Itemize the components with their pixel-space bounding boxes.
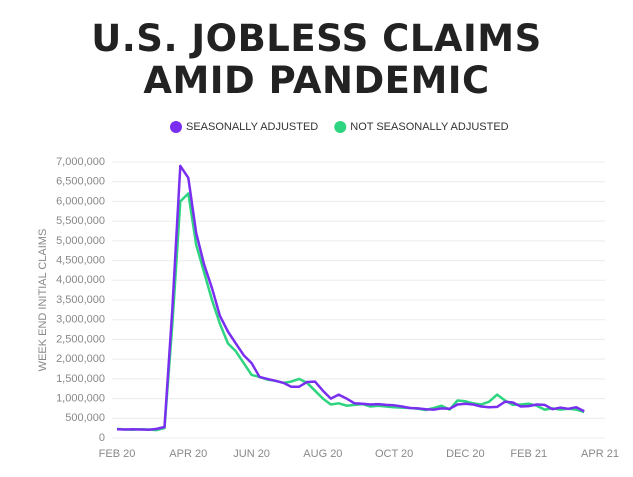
y-tick-label: 3,500,000 <box>56 294 105 306</box>
legend-label: NOT SEASONALLY ADJUSTED <box>350 121 508 133</box>
series-line <box>116 192 585 432</box>
x-tick-label: FEB 20 <box>99 448 136 460</box>
y-tick-label: 2,000,000 <box>56 353 105 365</box>
series-line <box>116 164 585 431</box>
y-tick-label: 7,000,000 <box>56 156 105 168</box>
y-tick-label: 5,000,000 <box>56 235 105 247</box>
y-tick-label: 3,000,000 <box>56 314 105 326</box>
x-tick-label: JUN 20 <box>233 448 270 460</box>
y-tick-label: 4,000,000 <box>56 274 105 286</box>
y-tick-label: 500,000 <box>65 412 105 424</box>
x-tick-label: AUG 20 <box>303 448 342 460</box>
legend-marker <box>334 121 347 133</box>
x-tick-label: APR 20 <box>169 448 207 460</box>
x-tick-label: DEC 20 <box>446 448 485 460</box>
y-tick-label: 6,000,000 <box>56 195 105 207</box>
y-tick-label: 2,500,000 <box>56 333 105 345</box>
x-tick-label: OCT 20 <box>375 448 413 460</box>
y-tick-label: 6,500,000 <box>56 176 105 188</box>
x-tick-label: APR 21 <box>581 448 619 460</box>
x-tick-label: FEB 21 <box>510 448 547 460</box>
y-tick-label: 5,500,000 <box>56 215 105 227</box>
legend-label: SEASONALLY ADJUSTED <box>186 121 318 133</box>
legend-marker <box>170 121 182 133</box>
y-axis-label: WEEK END INITIAL CLAIMS <box>37 229 49 372</box>
y-tick-label: 1,000,000 <box>56 392 105 404</box>
y-tick-label: 1,500,000 <box>56 373 105 385</box>
chart-title: U.S. JOBLESS CLAIMS AMID PANDEMIC <box>91 17 542 102</box>
y-tick-label: 4,500,000 <box>56 254 105 266</box>
y-tick-label: 0 <box>99 432 105 444</box>
